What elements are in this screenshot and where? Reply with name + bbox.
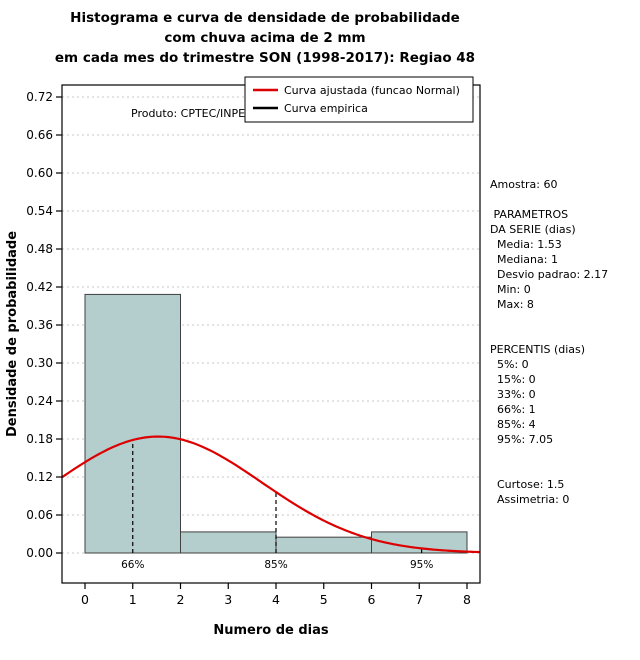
chart-title: Histograma e curva de densidade de proba… <box>0 8 530 68</box>
stats-line <box>490 327 640 342</box>
histogram-bar <box>371 531 468 554</box>
stats-line: Max: 8 <box>490 298 534 311</box>
stats-line: DA SERIE (dias) <box>490 223 576 236</box>
stats-line: 66%: 1 <box>490 403 536 416</box>
y-tick-label: 0.48 <box>26 242 53 256</box>
stats-line: Min: 0 <box>490 283 531 296</box>
stats-annotations: Amostra: 60 PARAMETROS DA SERIE (dias) Me… <box>490 177 640 507</box>
x-tick-label: 2 <box>177 592 185 607</box>
y-tick-label: 0.54 <box>26 204 53 218</box>
stats-line: Amostra: 60 <box>490 178 558 191</box>
stats-line: Media: 1.53 <box>490 238 562 251</box>
stats-line <box>490 447 640 462</box>
stats-line: Desvio padrao: 2.17 <box>490 268 609 281</box>
product-watermark: Produto: CPTEC/INPE <box>131 107 245 120</box>
stats-line: Assimetria: 0 <box>490 493 570 506</box>
y-axis-title: Densidade de probabilidade <box>5 231 20 437</box>
x-tick-label: 8 <box>463 592 471 607</box>
x-tick-label: 3 <box>224 592 232 607</box>
stats-line: 95%: 7.05 <box>490 433 554 446</box>
stats-line: Mediana: 1 <box>490 253 558 266</box>
percentile-label: 66% <box>121 559 144 571</box>
stats-line <box>490 312 640 327</box>
legend-label: Curva ajustada (funcao Normal) <box>284 84 460 97</box>
stats-line <box>490 192 640 207</box>
x-tick-label: 6 <box>368 592 376 607</box>
stats-line: 85%: 4 <box>490 418 536 431</box>
chart-title-line1: Histograma e curva de densidade de proba… <box>70 10 460 26</box>
y-tick-label: 0.12 <box>26 470 53 484</box>
histogram-bar <box>275 536 372 554</box>
stats-line: 15%: 0 <box>490 373 536 386</box>
stats-line: PERCENTIS (dias) <box>490 343 586 356</box>
chart-title-line2: com chuva acima de 2 mm <box>164 30 366 46</box>
y-tick-label: 0.00 <box>26 546 53 560</box>
y-tick-label: 0.66 <box>26 128 53 142</box>
normal-density-curve <box>61 435 480 554</box>
legend-box <box>244 76 474 123</box>
chart-title-line3: em cada mes do trimestre SON (1998-2017)… <box>54 50 476 66</box>
y-tick-label: 0.36 <box>26 318 53 332</box>
stats-line: Curtose: 1.5 <box>490 478 565 491</box>
stats-line: PARAMETROS <box>490 208 569 221</box>
y-tick-label: 0.72 <box>26 90 53 104</box>
percentile-label: 95% <box>410 559 433 571</box>
histogram-bar <box>180 531 277 554</box>
x-tick-label: 4 <box>272 592 280 607</box>
y-tick-label: 0.30 <box>26 356 53 370</box>
stats-line: 33%: 0 <box>490 388 536 401</box>
x-tick-label: 5 <box>320 592 328 607</box>
y-tick-label: 0.18 <box>26 432 53 446</box>
x-axis-title: Numero de dias <box>213 623 329 638</box>
x-tick-label: 1 <box>129 592 137 607</box>
legend-label: Curva empirica <box>284 102 368 115</box>
x-tick-label: 0 <box>81 592 89 607</box>
y-tick-label: 0.24 <box>26 394 53 408</box>
y-tick-label: 0.06 <box>26 508 53 522</box>
stats-line <box>490 462 640 477</box>
stats-line: 5%: 0 <box>490 358 529 371</box>
percentile-label: 85% <box>264 559 287 571</box>
x-tick-label: 7 <box>415 592 423 607</box>
y-tick-label: 0.60 <box>26 166 53 180</box>
y-tick-label: 0.42 <box>26 280 53 294</box>
